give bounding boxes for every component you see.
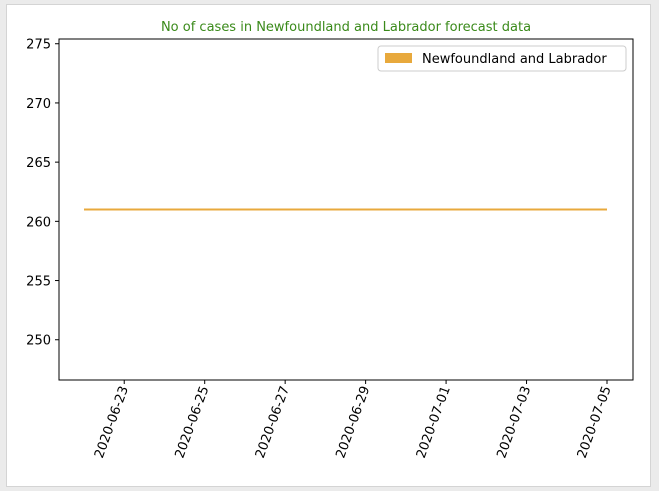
y-tick-label: 260 — [26, 215, 51, 230]
x-tick-label: 2020-07-03 — [494, 384, 534, 460]
x-tick-label: 2020-06-25 — [173, 384, 213, 460]
y-tick-label: 250 — [26, 334, 51, 349]
legend-swatch — [385, 53, 412, 63]
y-axis: 250 255 260 265 270 275 — [26, 38, 59, 349]
x-tick-label: 2020-07-05 — [575, 384, 615, 460]
y-tick-label: 270 — [26, 97, 51, 112]
legend-label: Newfoundland and Labrador — [422, 52, 607, 67]
x-tick-label: 2020-07-01 — [414, 384, 454, 460]
y-tick-label: 275 — [26, 38, 51, 53]
y-tick-label: 265 — [26, 156, 51, 171]
x-tick-label: 2020-06-23 — [92, 384, 132, 460]
y-tick-label: 255 — [26, 275, 51, 290]
legend-box — [377, 45, 627, 72]
x-tick-label: 2020-06-29 — [333, 384, 373, 460]
legend: Newfoundland and Labrador — [377, 45, 627, 72]
chart-title: No of cases in Newfoundland and Labrador… — [161, 20, 531, 35]
x-tick-label: 2020-06-27 — [253, 384, 293, 460]
x-axis: 2020-06-23 2020-06-25 2020-06-27 2020-06-29… — [92, 380, 615, 460]
